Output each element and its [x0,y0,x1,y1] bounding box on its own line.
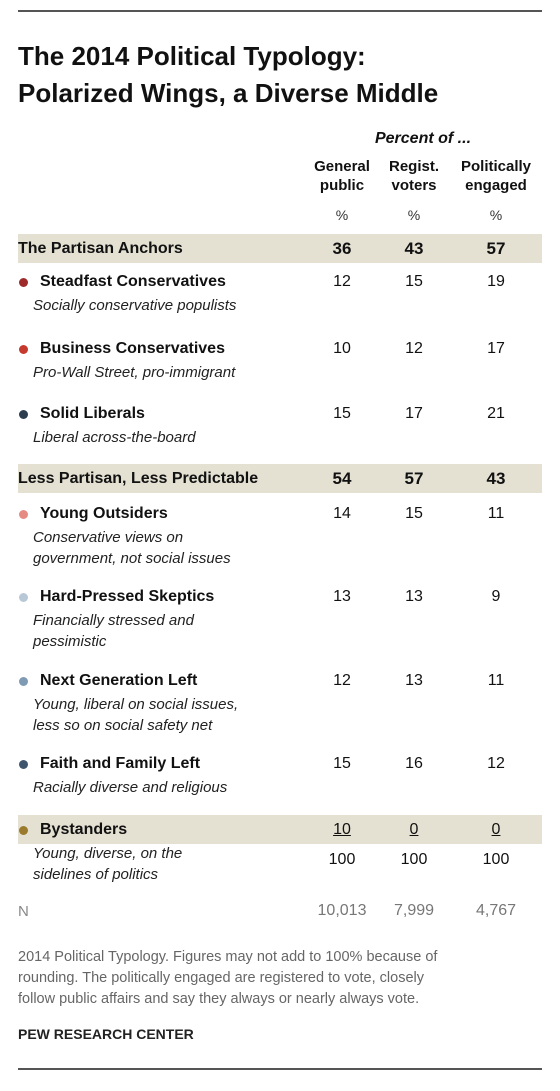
description-line: pessimistic [33,631,194,652]
column-header-line-2: public [303,176,381,195]
typology-group-label: Young Outsiders [40,505,168,523]
column-header-line-1: Regist. [375,157,453,176]
legend-dot [19,760,28,769]
typology-value: 14 [303,505,381,523]
bottom-rule [18,1068,542,1070]
column-header-line-1: General [303,157,381,176]
typology-value: 11 [457,672,535,690]
description-line: sidelines of politics [33,864,182,885]
description-line: Young, diverse, on the [33,843,182,864]
legend-dot [19,278,28,287]
footnote-line-2: rounding. The politically engaged are re… [18,968,548,989]
column-header-3: Politically engaged [457,157,535,195]
legend-dot [19,593,28,602]
description-line: Socially conservative populists [33,295,236,316]
group-description: Young, liberal on social issues, less so … [33,694,238,736]
n-label: N [18,903,29,920]
typology-value: 11 [457,505,535,523]
typology-group-label: Bystanders [40,821,127,839]
typology-value: 21 [457,405,535,423]
typology-value: 9 [457,588,535,606]
column-header-line-1: Politically [457,157,535,176]
chart-title: The 2014 Political Typology: Polarized W… [18,38,538,112]
typology-group-label: Solid Liberals [40,405,145,423]
typology-value: 13 [375,588,453,606]
legend-dot [19,410,28,419]
source-credit: PEW RESEARCH CENTER [18,1026,194,1042]
typology-value: 10 [303,340,381,358]
group-description: Financially stressed and pessimistic [33,610,194,652]
typology-value: 19 [457,273,535,291]
n-value: 7,999 [375,902,453,920]
typology-value: 16 [375,755,453,773]
description-line: Liberal across-the-board [33,427,196,448]
column-header-1: General public [303,157,381,195]
group-label: Less Partisan, Less Predictable [18,470,258,488]
total-value: 100 [457,851,535,869]
n-value: 10,013 [303,902,381,920]
typology-group-label: Next Generation Left [40,672,197,690]
typology-value: 17 [457,340,535,358]
percent-of-header: Percent of ... [306,130,540,148]
group-value: 36 [303,239,381,259]
group-value: 54 [303,469,381,489]
column-header-2: Regist. voters [375,157,453,195]
description-line: Conservative views on [33,527,231,548]
typology-value: 13 [303,588,381,606]
total-value: 100 [303,851,381,869]
typology-value: 0 [375,821,453,839]
typology-value: 12 [303,273,381,291]
group-value: 43 [375,239,453,259]
description-line: less so on social safety net [33,715,238,736]
group-value: 57 [457,239,535,259]
typology-value: 0 [457,821,535,839]
footnote-line-3: follow public affairs and say they alway… [18,989,548,1010]
group-value: 57 [375,469,453,489]
legend-dot [19,510,28,519]
group-label: The Partisan Anchors [18,240,183,258]
typology-group-label: Steadfast Conservatives [40,273,226,291]
column-header-line-2: voters [375,176,453,195]
typology-value: 10 [303,821,381,839]
typology-value: 13 [375,672,453,690]
footnote: 2014 Political Typology. Figures may not… [18,947,548,1010]
column-header-line-2: engaged [457,176,535,195]
legend-dot [19,677,28,686]
column-unit-1: % [303,207,381,223]
group-description: Pro-Wall Street, pro-immigrant [33,362,235,383]
typology-group-label: Hard-Pressed Skeptics [40,588,214,606]
footnote-line-1: 2014 Political Typology. Figures may not… [18,947,548,968]
legend-dot [19,826,28,835]
group-description: Socially conservative populists [33,295,236,316]
n-value: 4,767 [457,902,535,920]
typology-value: 15 [303,755,381,773]
description-line: Racially diverse and religious [33,777,227,798]
typology-value: 12 [457,755,535,773]
typology-value: 15 [303,405,381,423]
group-value: 43 [457,469,535,489]
column-unit-3: % [457,207,535,223]
title-line-1: The 2014 Political Typology: [18,38,538,75]
typology-value: 12 [303,672,381,690]
legend-dot [19,345,28,354]
group-description: Racially diverse and religious [33,777,227,798]
total-value: 100 [375,851,453,869]
group-description: Conservative views on government, not soc… [33,527,231,569]
top-rule [18,10,542,12]
description-line: Financially stressed and [33,610,194,631]
typology-group-label: Faith and Family Left [40,755,200,773]
typology-value: 12 [375,340,453,358]
typology-group-label: Business Conservatives [40,340,225,358]
description-line: government, not social issues [33,548,231,569]
title-line-2: Polarized Wings, a Diverse Middle [18,75,538,112]
typology-value: 15 [375,505,453,523]
group-description: Liberal across-the-board [33,427,196,448]
typology-value: 15 [375,273,453,291]
typology-value: 17 [375,405,453,423]
group-description: Young, diverse, on the sidelines of polit… [33,843,182,885]
description-line: Young, liberal on social issues, [33,694,238,715]
description-line: Pro-Wall Street, pro-immigrant [33,362,235,383]
column-unit-2: % [375,207,453,223]
